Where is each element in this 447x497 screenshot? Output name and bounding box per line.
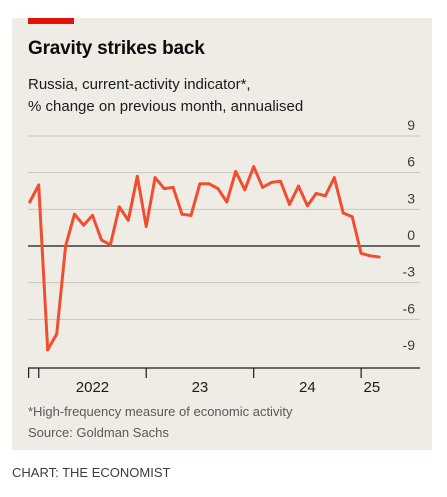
data-point — [297, 184, 300, 188]
x-tick-label: 24 — [299, 379, 316, 396]
data-point — [306, 204, 309, 208]
chart-title: Gravity strikes back — [28, 38, 205, 59]
chart-panel — [12, 18, 432, 450]
brand-red-tag — [28, 18, 74, 24]
data-point — [377, 255, 381, 259]
data-point — [117, 205, 121, 209]
x-tick-label: 2022 — [76, 379, 109, 396]
data-point — [162, 187, 166, 190]
data-point — [153, 176, 157, 179]
y-tick-label: -3 — [403, 264, 416, 280]
y-tick-label: 3 — [407, 190, 415, 206]
series-line — [28, 165, 381, 352]
data-point — [314, 192, 318, 195]
y-tick-label: 9 — [407, 117, 415, 133]
data-point — [225, 200, 229, 204]
series-layer — [28, 165, 381, 352]
y-tick-label: -9 — [403, 337, 416, 353]
data-point — [207, 182, 211, 186]
y-tick-label: 6 — [407, 154, 415, 170]
y-tick-label: -6 — [403, 300, 416, 316]
data-point — [91, 214, 94, 217]
chart-subtitle-line-2: % change on previous month, annualised — [28, 98, 304, 115]
tick-labels: 9 6 3 0 -3 -6 -9 2022 23 24 25 — [76, 117, 415, 396]
source-note: Source: Goldman Sachs — [28, 425, 169, 440]
data-point — [243, 188, 247, 192]
data-point — [350, 215, 354, 219]
data-point — [144, 225, 148, 228]
data-point — [180, 212, 184, 216]
chart-subtitle-line-1: Russia, current-activity indicator*, — [28, 76, 251, 93]
x-tick-label: 23 — [192, 379, 209, 396]
data-point — [261, 185, 264, 189]
data-point — [234, 170, 238, 173]
x-tick-label: 25 — [364, 379, 381, 396]
data-point — [82, 223, 85, 227]
data-point — [341, 211, 345, 215]
chart-credit: CHART: THE ECONOMIST — [12, 465, 171, 480]
data-point — [135, 174, 139, 178]
data-point — [216, 187, 220, 190]
data-point — [171, 185, 175, 189]
data-point — [368, 254, 372, 258]
data-point — [359, 251, 363, 255]
footnote: *High-frequency measure of economic acti… — [28, 404, 293, 419]
data-point — [64, 244, 68, 248]
data-point — [55, 332, 59, 336]
data-point — [279, 179, 282, 183]
data-point — [270, 181, 274, 184]
data-point — [37, 183, 41, 187]
data-point — [288, 203, 291, 206]
data-point — [28, 200, 32, 204]
data-point — [46, 348, 50, 352]
data-point — [73, 212, 76, 216]
data-point — [126, 218, 130, 222]
data-point — [332, 176, 336, 179]
x-axis — [28, 367, 420, 378]
data-point — [323, 194, 327, 198]
data-point — [189, 214, 193, 217]
data-point — [109, 243, 112, 247]
data-point — [252, 165, 256, 168]
data-point — [198, 182, 202, 186]
data-point — [99, 238, 103, 242]
gridlines — [28, 135, 420, 320]
y-tick-label: 0 — [407, 227, 415, 243]
